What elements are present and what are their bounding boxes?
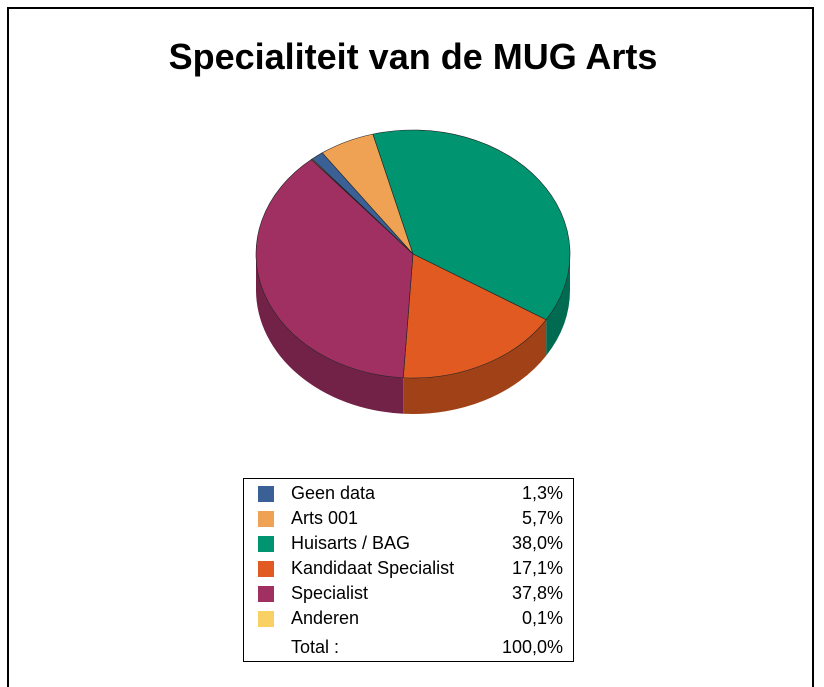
pie-slice [255,159,414,379]
legend-box [243,478,574,662]
pie-side [546,254,570,356]
legend-swatch [258,586,274,602]
total-value: 100,0% [502,637,563,657]
pie-slice [310,158,414,255]
pie-side [403,319,547,414]
legend-swatch [258,536,274,552]
pie-side [256,254,404,414]
legend-swatch [258,611,274,627]
legend-swatch [258,486,274,502]
total-label: Total : [291,637,339,657]
legend-value: 0,1% [522,608,563,628]
legend-value: 1,3% [522,483,563,503]
legend-label: Geen data [291,483,376,503]
legend-value: 5,7% [522,508,563,528]
pie-slice [402,253,547,379]
frame [7,7,814,687]
legend-value: 37,8% [512,583,563,603]
legend-label: Specialist [291,583,368,603]
legend-label: Huisarts / BAG [291,533,410,553]
legend-swatch [258,561,274,577]
legend-label: Anderen [291,608,359,628]
legend-value: 17,1% [512,558,563,578]
chart-title: Specialiteit van de MUG Arts [168,36,658,77]
legend-swatch [258,511,274,527]
legend-value: 38,0% [512,533,563,553]
legend-label: Kandidaat Specialist [291,558,454,578]
legend-label: Arts 001 [291,508,358,528]
pie-slice [372,129,571,321]
